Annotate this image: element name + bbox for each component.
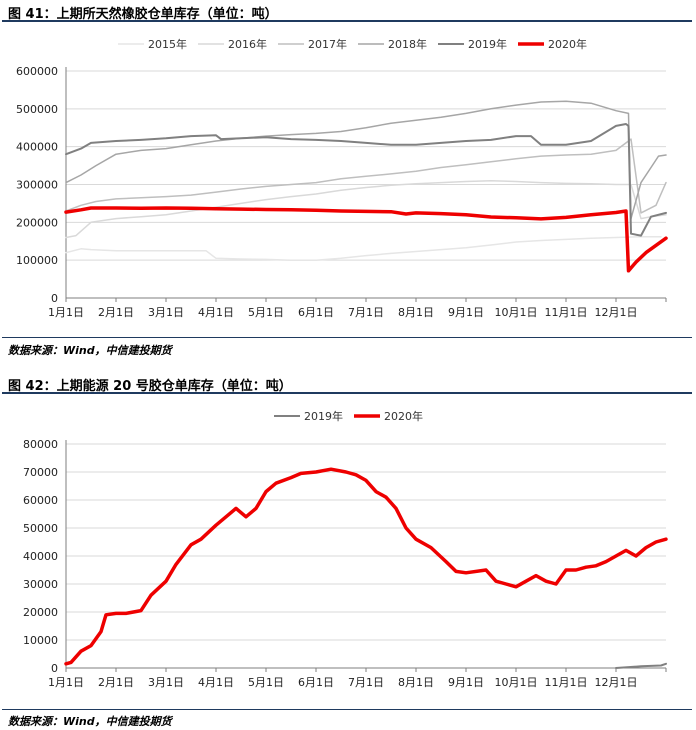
figure-41-chart: 0 100000 200000 300000 400000 500000 600000 1月1… <box>16 37 668 319</box>
c0-series-line-2020年 <box>64 206 668 273</box>
c1-y-tick-label: 70000 <box>23 466 58 479</box>
c0-y-tick-label: 500000 <box>16 103 58 116</box>
c1-y-tick-label: 0 <box>51 662 58 675</box>
c0-x-tick-label: 9月1日 <box>448 306 484 319</box>
c0-x-tick-label: 1月1日 <box>48 306 84 319</box>
c1-series-line-2019年 <box>615 662 667 669</box>
c0-x-tick-label: 10月1日 <box>495 306 538 319</box>
c0-x-tick-label: 2月1日 <box>98 306 134 319</box>
c0-x-tick-label: 3月1日 <box>148 306 184 319</box>
c1-y-tick-label: 30000 <box>23 578 58 591</box>
c0-legend-label: 2018年 <box>388 37 427 51</box>
figure-42-title-rule <box>2 392 692 394</box>
c1-y-tick-label: 10000 <box>23 634 58 647</box>
c0-legend-label: 2020年 <box>548 37 587 51</box>
c1-x-tick-label: 8月1日 <box>398 676 434 689</box>
c1-y-tick-label: 50000 <box>23 522 58 535</box>
c1-x-tick-label: 7月1日 <box>348 676 384 689</box>
c0-x-tick-label: 7月1日 <box>348 306 384 319</box>
c0-legend-label: 2015年 <box>148 37 187 51</box>
c0-x-tick-label: 12月1日 <box>595 306 638 319</box>
c0-y-tick-label: 0 <box>51 292 58 305</box>
figure-42-title: 图 42：上期能源 20 号胶仓单库存（单位：吨） <box>8 379 292 394</box>
c0-series-line-2017年 <box>65 138 667 214</box>
c0-legend-label: 2019年 <box>468 37 507 51</box>
figure-41-title-rule <box>2 20 692 22</box>
c1-x-tick-label: 11月1日 <box>545 676 588 689</box>
c0-series-line-2019年 <box>65 123 667 237</box>
c0-legend-label: 2016年 <box>228 37 267 51</box>
c0-y-tick-label: 600000 <box>16 65 58 78</box>
c0-y-tick-label: 100000 <box>16 254 58 267</box>
figure-42-source-rule <box>2 709 692 710</box>
c1-legend-label: 2019年 <box>304 409 343 423</box>
c0-x-tick-label: 6月1日 <box>298 306 334 319</box>
c1-x-tick-label: 2月1日 <box>98 676 134 689</box>
c1-x-tick-label: 1月1日 <box>48 676 84 689</box>
c0-series-line-2018年 <box>65 100 667 220</box>
figure-41-source: 数据来源：Wind，中信建投期货 <box>8 344 172 357</box>
c1-y-tick-label: 20000 <box>23 606 58 619</box>
c0-y-tick-label: 400000 <box>16 141 58 154</box>
c1-x-tick-label: 10月1日 <box>495 676 538 689</box>
c0-x-tick-label: 4月1日 <box>198 306 234 319</box>
c1-y-tick-label: 80000 <box>23 438 58 451</box>
c0-series-line-2016年 <box>65 179 667 239</box>
c1-x-tick-label: 4月1日 <box>198 676 234 689</box>
figure-42-source: 数据来源：Wind，中信建投期货 <box>8 715 172 728</box>
c0-y-tick-label: 200000 <box>16 216 58 229</box>
c1-legend-label: 2020年 <box>384 409 423 423</box>
figure-42-chart: 0 10000 20000 30000 40000 50000 60000 70000 8000… <box>23 409 668 689</box>
c1-x-tick-label: 3月1日 <box>148 676 184 689</box>
c0-legend-label: 2017年 <box>308 37 347 51</box>
c0-series-line-2015年 <box>65 235 662 261</box>
c1-x-tick-label: 9月1日 <box>448 676 484 689</box>
figure-41-title: 图 41：上期所天然橡胶仓单库存（单位：吨） <box>8 7 278 22</box>
c1-x-tick-label: 12月1日 <box>595 676 638 689</box>
c0-x-tick-label: 5月1日 <box>248 306 284 319</box>
c1-x-tick-label: 5月1日 <box>248 676 284 689</box>
c0-x-tick-label: 11月1日 <box>545 306 588 319</box>
c0-x-tick-label: 8月1日 <box>398 306 434 319</box>
figure-41-source-rule <box>2 337 692 338</box>
c1-y-tick-label: 40000 <box>23 550 58 563</box>
c0-y-tick-label: 300000 <box>16 179 58 192</box>
c1-y-tick-label: 60000 <box>23 494 58 507</box>
c1-x-tick-label: 6月1日 <box>298 676 334 689</box>
c1-series-line-2020年 <box>64 467 668 666</box>
